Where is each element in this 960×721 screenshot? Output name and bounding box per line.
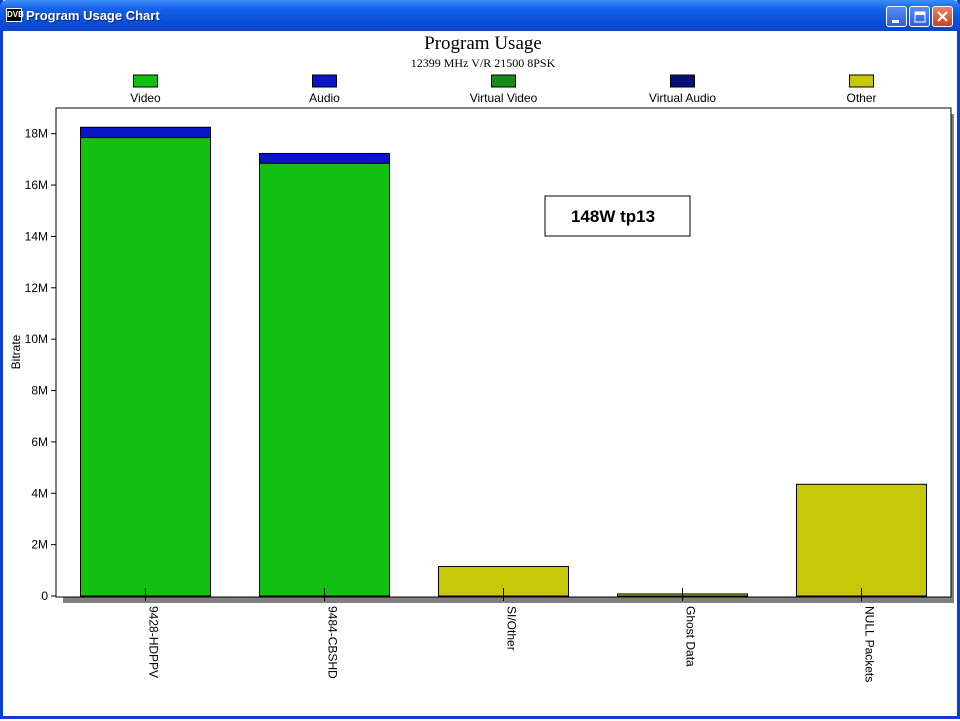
- y-tick-label: 16M: [25, 178, 48, 192]
- chart-svg: Program Usage 12399 MHz V/R 21500 8PSK V…: [9, 33, 954, 682]
- y-tick-label: 10M: [25, 332, 48, 346]
- y-tick-label: 18M: [25, 127, 48, 141]
- legend-item-virtual-video: Virtual Video: [470, 74, 538, 105]
- y-tick-label: 0: [41, 589, 48, 603]
- maximize-button[interactable]: [909, 6, 930, 27]
- x-tick-label-9484-cbshd: 9484-CBSHD: [326, 606, 340, 679]
- bar-9484-cbshd-video: [259, 162, 390, 597]
- legend-label-video: Video: [130, 91, 161, 105]
- legend-label-audio: Audio: [309, 91, 340, 105]
- bar-9428-hdppv-audio: [80, 126, 211, 139]
- annotation-text: 148W tp13: [571, 207, 655, 226]
- legend-swatch-virtual-audio: [670, 74, 695, 88]
- chart-subtitle: 12399 MHz V/R 21500 8PSK: [411, 56, 556, 70]
- y-tick-label: 2M: [31, 538, 48, 552]
- x-tick-label-si-other: SI/Other: [505, 606, 519, 651]
- legend-swatch-virtual-video: [491, 74, 516, 88]
- bar-null-packets-other: [796, 483, 927, 597]
- legend-item-video: Video: [130, 74, 161, 105]
- x-tick-label-9428-hdppv: 9428-HDPPV: [147, 606, 161, 678]
- y-axis-label: Bitrate: [9, 334, 23, 369]
- x-axis: 9428-HDPPV 9484-CBSHD SI/Other Ghost Data NU…: [145, 588, 877, 682]
- legend-item-audio: Audio: [309, 74, 340, 105]
- app-icon: DVB: [6, 8, 24, 22]
- y-tick-label: 14M: [25, 229, 48, 243]
- legend-swatch-audio: [312, 74, 337, 88]
- bar-9484-cbshd-audio: [259, 152, 390, 164]
- window-title: Program Usage Chart: [26, 8, 160, 23]
- y-tick-label: 12M: [25, 281, 48, 295]
- legend-item-other: Other: [846, 74, 877, 105]
- y-axis: 0 2M 4M 6M 8M 10M 12M 14M 16M 18M: [25, 127, 56, 603]
- minimize-icon: [892, 20, 899, 23]
- legend-item-virtual-audio: Virtual Audio: [649, 74, 716, 105]
- x-tick-label-ghost-data: Ghost Data: [684, 606, 698, 667]
- x-tick-label-null-packets: NULL Packets: [863, 606, 877, 682]
- title-bar[interactable]: DVB Program Usage Chart: [0, 0, 960, 31]
- legend-swatch-other: [849, 74, 874, 88]
- y-tick-label: 4M: [31, 486, 48, 500]
- chart-area: Program Usage 12399 MHz V/R 21500 8PSK V…: [3, 31, 960, 716]
- legend: Video Audio Virtual Video Virtual Audio Othe…: [130, 74, 877, 105]
- legend-label-other: Other: [846, 91, 876, 105]
- chart-title: Program Usage: [424, 33, 542, 54]
- legend-swatch-video: [133, 74, 158, 88]
- close-button[interactable]: [932, 6, 953, 27]
- legend-label-virtual-audio: Virtual Audio: [649, 91, 716, 105]
- y-tick-label: 8M: [31, 384, 48, 398]
- close-icon: [937, 11, 948, 22]
- annotation-box: [544, 195, 691, 237]
- bar-9428-hdppv-video: [80, 137, 211, 597]
- maximize-icon: [914, 11, 926, 23]
- minimize-button[interactable]: [886, 6, 907, 27]
- legend-label-virtual-video: Virtual Video: [470, 91, 538, 105]
- y-tick-label: 6M: [31, 435, 48, 449]
